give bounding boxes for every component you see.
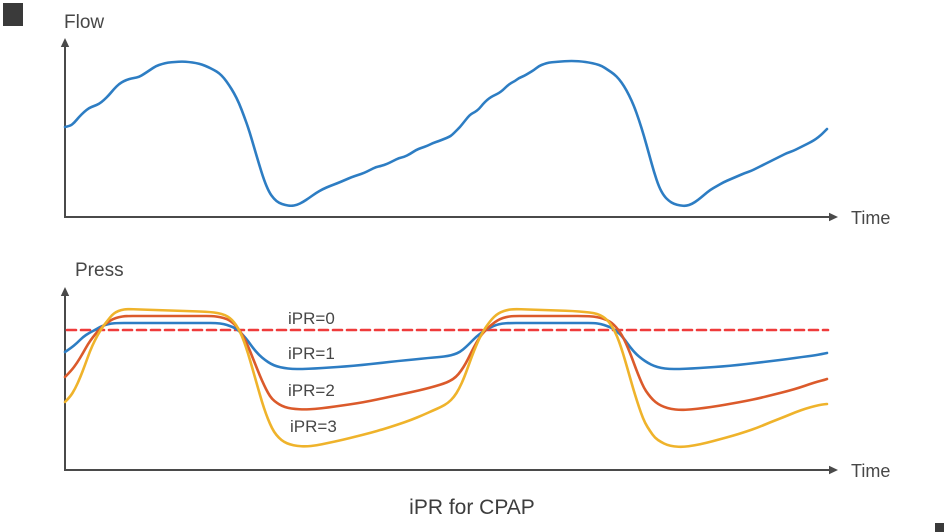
curve-label-ipr2: iPR=2 [288,381,335,400]
flow-x-axis-label: Time [851,208,891,228]
curve-label-ipr3: iPR=3 [290,417,337,436]
press-x-axis-label: Time [851,461,891,481]
press-y-axis-label: Press [75,260,124,281]
corner-mark-bottom-right [935,523,944,532]
flow-flow-curve [63,59,829,208]
press-ipr-1-curve [63,321,829,371]
curve-label-ipr1: iPR=1 [288,344,335,363]
figure-title: iPR for CPAP [409,496,535,519]
corner-mark-top-left [3,3,23,26]
press-ipr-2-curve [63,314,829,412]
press-x-axis-arrowhead [829,465,838,475]
press-ipr-3-curve [63,307,829,449]
press-y-axis-arrowhead [60,287,70,296]
curve-label-ipr0: iPR=0 [288,309,335,328]
flow-y-axis-label: Flow [64,12,105,33]
flow-y-axis-arrowhead [60,38,70,47]
flow-x-axis-arrowhead [829,212,838,222]
